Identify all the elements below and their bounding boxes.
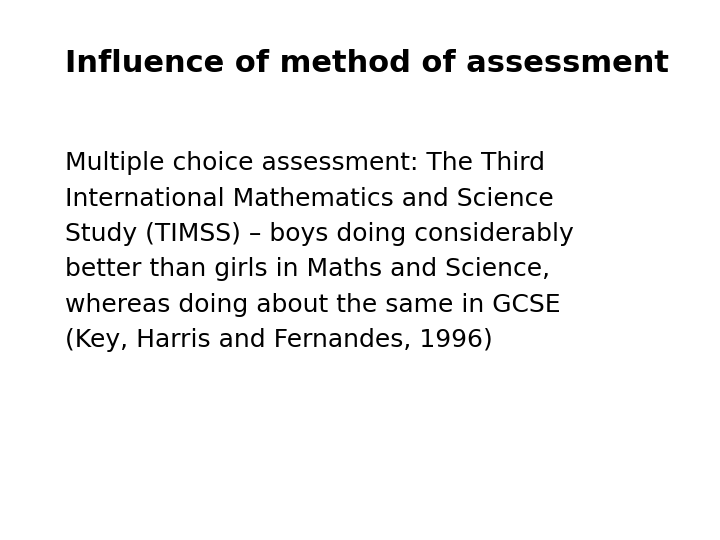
Text: Multiple choice assessment: The Third
International Mathematics and Science
Stud: Multiple choice assessment: The Third In… <box>65 151 574 352</box>
Text: Influence of method of assessment: Influence of method of assessment <box>65 49 669 78</box>
